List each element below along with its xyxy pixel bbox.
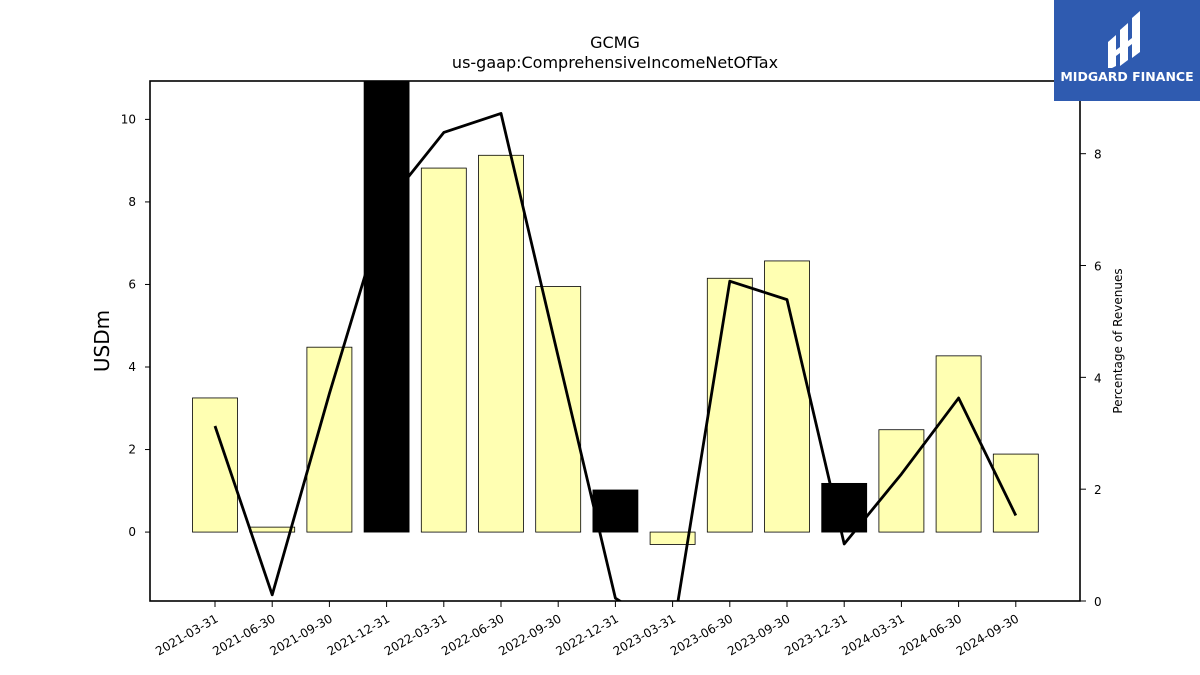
bar-2022-06-30 — [478, 154, 524, 533]
x-tick-label: 2023-06-30 — [668, 611, 735, 658]
y-tick-label: 4 — [128, 360, 136, 374]
bar-2023-06-30 — [706, 277, 753, 533]
y-tick-label: 0 — [128, 525, 136, 539]
bar-2022-09-30 — [535, 286, 582, 533]
midgard-logo-icon — [1108, 11, 1140, 68]
x-tick-label: 2021-09-30 — [267, 611, 334, 658]
bar-2022-03-31 — [420, 167, 467, 533]
x-tick-label: 2022-06-30 — [439, 611, 506, 658]
bar-2021-09-30 — [306, 346, 353, 533]
revenue-percentage-line — [213, 112, 1018, 601]
y2-tick-label: 6 — [1094, 260, 1102, 274]
x-tick-label: 2021-12-31 — [325, 611, 392, 658]
line-layer — [213, 112, 1018, 601]
y2-tick-label: 2 — [1094, 483, 1102, 497]
x-tick-label: 2021-06-30 — [210, 611, 277, 658]
bar-2024-03-31 — [878, 429, 925, 533]
x-tick-label: 2022-09-30 — [496, 611, 563, 658]
y-tick-label: 6 — [128, 277, 136, 291]
bars-layer — [192, 81, 1039, 545]
bar-2023-09-30 — [764, 260, 810, 533]
x-tick-label: 2023-09-30 — [725, 611, 792, 658]
y-tick-label: 10 — [121, 112, 136, 126]
y2-tick-label: 4 — [1094, 371, 1102, 385]
x-tick-label: 2024-06-30 — [897, 611, 964, 658]
y2-tick-label: 8 — [1094, 148, 1102, 162]
x-tick-label: 2022-12-31 — [553, 611, 620, 658]
x-tick-label: 2023-03-31 — [611, 611, 678, 658]
y-axis-label: USDm — [90, 310, 114, 372]
bar-2021-12-31 — [363, 81, 410, 533]
y-tick-label: 2 — [128, 443, 136, 457]
logo-text: MIDGARD FINANCE — [1060, 69, 1194, 84]
x-tick-label: 2021-03-31 — [153, 611, 220, 658]
y-tick-label: 8 — [128, 195, 136, 209]
bar-2021-06-30 — [249, 526, 296, 533]
bar-2023-03-31 — [649, 531, 696, 545]
x-tick-label: 2022-03-31 — [382, 611, 449, 658]
y2-axis-label: Percentage of Revenues — [1111, 268, 1125, 413]
x-tick-label: 2024-09-30 — [954, 611, 1021, 658]
chart-title: GCMG — [590, 33, 640, 52]
y2-tick-label: 0 — [1094, 595, 1102, 609]
x-tick-label: 2023-12-31 — [782, 611, 849, 658]
bar-2022-12-31 — [592, 489, 639, 533]
midgard-finance-logo: MIDGARD FINANCE — [1054, 0, 1200, 101]
x-tick-label: 2024-03-31 — [839, 611, 906, 658]
bar-2021-03-31 — [192, 397, 238, 533]
chart-subtitle: us-gaap:ComprehensiveIncomeNetOfTax — [452, 53, 778, 72]
bar-2024-09-30 — [992, 453, 1039, 533]
bar-2024-06-30 — [935, 355, 982, 533]
